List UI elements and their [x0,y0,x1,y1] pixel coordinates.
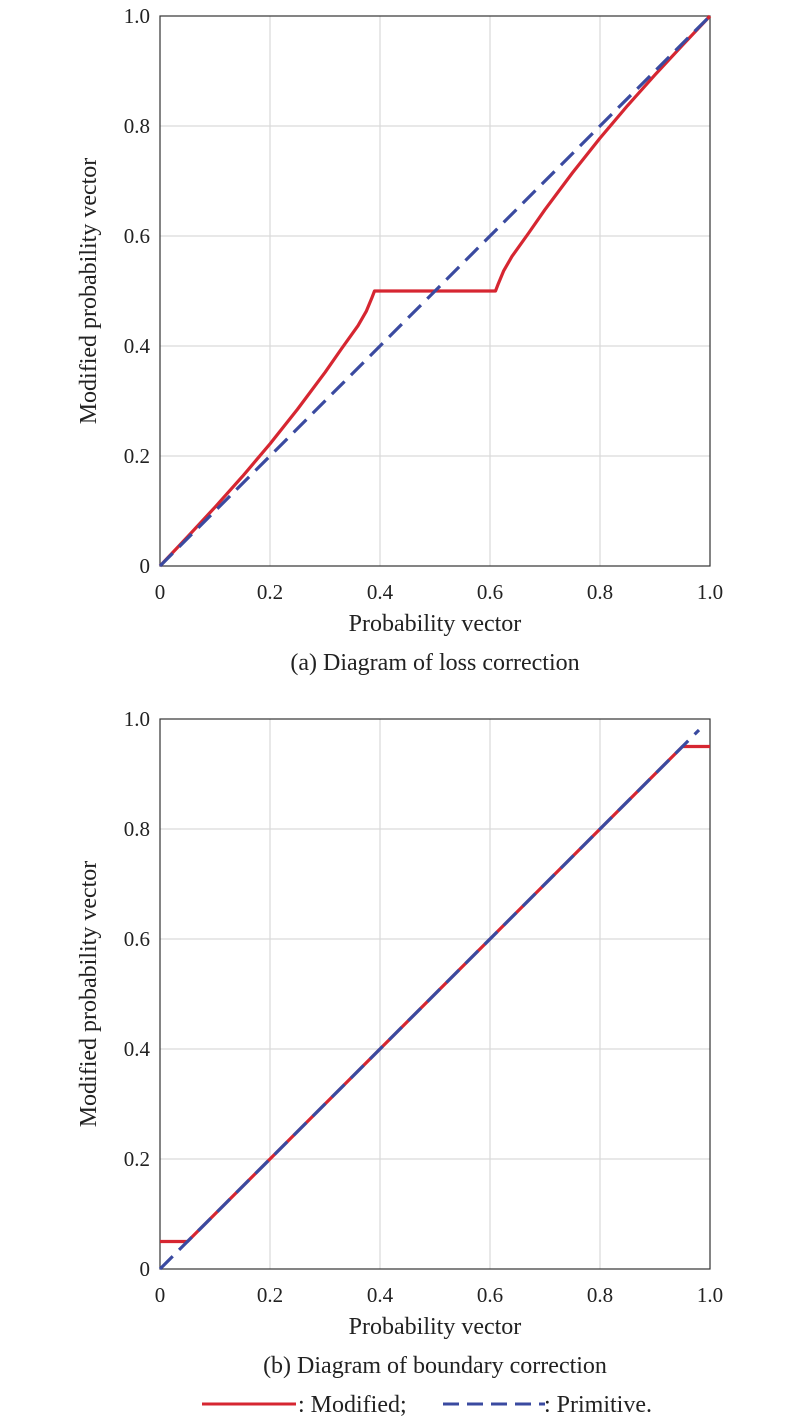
panel-a-caption: (a) Diagram of loss correction [290,650,579,676]
panel-a-series [158,14,712,568]
panel-b-x-tick-label: 0.4 [367,1283,394,1307]
panel-b-y-axis-label: Modified probability vector [76,861,102,1128]
panel-a-x-axis-label: Probability vector [349,611,522,637]
panel-a-x-tick-label: 0.4 [367,580,394,604]
panel-a-x-tick-label: 0.6 [477,580,503,604]
panel-b-x-ticks: 0 0.2 0.4 0.6 0.8 1.0 [155,1283,723,1307]
panel-b-y-tick-label: 0 [140,1257,151,1281]
panel-b-y-tick-label: 0.8 [124,817,150,841]
panel-a-x-tick-label: 0 [155,580,166,604]
panel-a-frame [159,15,711,567]
panel-b-frame [159,718,711,1270]
panel-a-series-primitive [158,14,712,568]
panel-b-grid [160,719,710,1269]
panel-a-x-tick-label: 1.0 [697,580,723,604]
panel-b-x-tick-label: 0.6 [477,1283,503,1307]
panel-a-y-tick-label: 0.4 [124,334,151,358]
panel-b-x-tick-label: 0.2 [257,1283,283,1307]
panel-b-y-tick-label: 1.0 [124,707,150,731]
panel-b-y-tick-label: 0.2 [124,1147,150,1171]
panel-b-y-tick-label: 0.4 [124,1037,151,1061]
panel-a-x-ticks: 0 0.2 0.4 0.6 0.8 1.0 [155,580,723,604]
panel-a-y-tick-label: 0.2 [124,444,150,468]
panel-b-y-ticks: 0 0.2 0.4 0.6 0.8 1.0 [124,707,151,1281]
legend-primitive-label: : Primitive. [544,1392,652,1418]
panel-b-series-primitive [158,728,701,1271]
panel-a-y-tick-label: 0 [140,554,151,578]
panel-b-x-tick-label: 1.0 [697,1283,723,1307]
panel-a-y-ticks: 0 0.2 0.4 0.6 0.8 1.0 [124,4,151,578]
panel-b-x-tick-label: 0 [155,1283,166,1307]
panel-b-x-tick-label: 0.8 [587,1283,613,1307]
legend: : Modified; : Primitive. [202,1392,652,1418]
panel-a-x-tick-label: 0.8 [587,580,613,604]
panel-a-y-tick-label: 0.6 [124,224,150,248]
panel-a-y-tick-label: 0.8 [124,114,150,138]
panel-a-x-tick-label: 0.2 [257,580,283,604]
panel-b-x-axis-label: Probability vector [349,1314,522,1340]
panel-b-series [158,728,710,1271]
panel-b-caption: (b) Diagram of boundary correction [263,1353,607,1379]
panel-a-y-tick-label: 1.0 [124,4,150,28]
panel-b-y-tick-label: 0.6 [124,927,150,951]
legend-modified-label: : Modified; [298,1392,407,1418]
panel-b-boundary-correction: 0 0.2 0.4 0.6 0.8 1.0 0 0.2 0.4 0.6 0.8 1.0 Probab… [76,707,723,1379]
panel-a-loss-correction: 0 0.2 0.4 0.6 0.8 1.0 0 0.2 0.4 0.6 0.8 1.0 Probab… [76,4,723,676]
panel-a-y-axis-label: Modified probability vector [76,158,102,425]
